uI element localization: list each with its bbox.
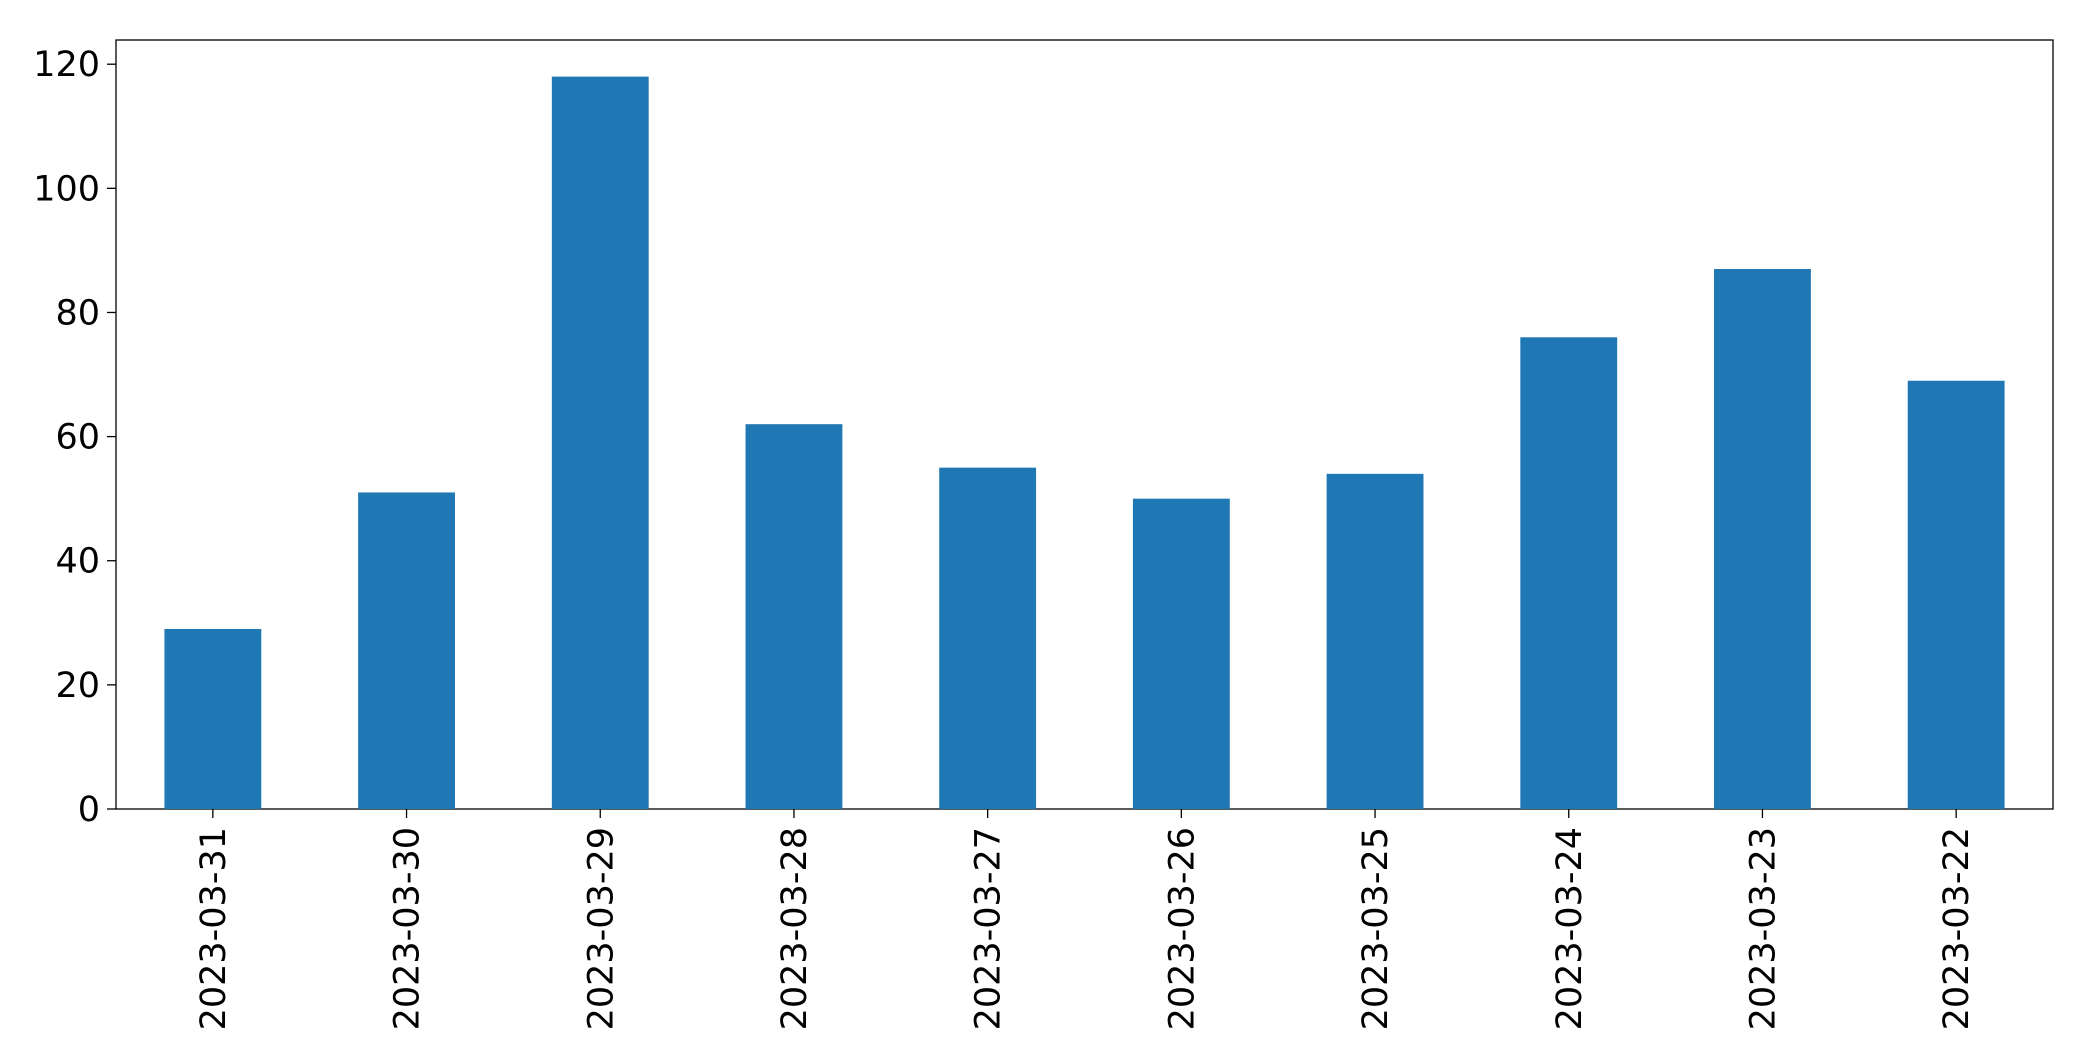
x-tick-label: 2023-03-27 (969, 827, 1009, 1030)
bar (551, 76, 649, 810)
y-tick-label: 40 (55, 542, 100, 582)
bar (358, 492, 455, 809)
y-tick-label: 100 (33, 169, 100, 209)
x-tick-label: 2023-03-22 (1937, 827, 1977, 1030)
bar (745, 424, 843, 809)
plot-frame (115, 39, 2054, 810)
y-tick-label: 0 (78, 790, 100, 830)
x-tick-label: 2023-03-29 (581, 827, 621, 1030)
bar (1907, 380, 2005, 809)
bar (1326, 473, 1424, 809)
y-tick-label: 80 (55, 293, 100, 333)
x-tick-label: 2023-03-30 (388, 827, 428, 1030)
bar (1520, 337, 1618, 809)
bar (939, 467, 1037, 809)
y-tick-label: 120 (33, 45, 100, 85)
x-tick-label: 2023-03-31 (194, 827, 234, 1030)
y-tick-label: 20 (55, 666, 100, 706)
bar (164, 629, 262, 809)
x-tick-label: 2023-03-26 (1162, 827, 1202, 1030)
x-tick-label: 2023-03-23 (1743, 827, 1783, 1030)
bar (1132, 498, 1230, 809)
y-tick-label: 60 (55, 418, 100, 458)
x-tick-label: 2023-03-24 (1550, 827, 1590, 1030)
x-tick-label: 2023-03-28 (775, 827, 815, 1030)
x-tick-label: 2023-03-25 (1356, 827, 1396, 1030)
bar (1714, 269, 1811, 810)
